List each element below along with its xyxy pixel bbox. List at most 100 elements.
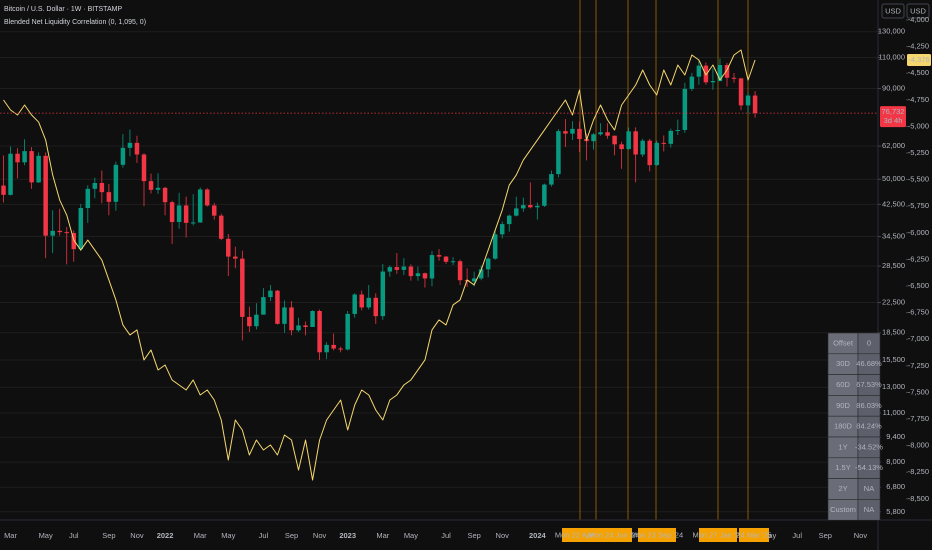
candle-body (148, 181, 154, 190)
candle-body (717, 65, 723, 81)
date-marker-label: Mon 27 Jan '25 (692, 530, 743, 539)
y2-tick-label: -5,500 (908, 175, 929, 184)
candle-body (626, 131, 631, 150)
chart-subtitle: Blended Net Liquidity Correlation (0, 1,… (4, 19, 146, 26)
table-text: 67.53% (856, 380, 882, 389)
candle-body (15, 153, 20, 163)
candle-body (155, 187, 161, 190)
y2-tick-label: -6,500 (908, 281, 929, 290)
x-tick-label: Nov (130, 531, 144, 540)
candle-body (605, 132, 610, 136)
table-text: -54.13% (855, 463, 883, 472)
candle-body (724, 65, 730, 78)
table-text: 46.68% (856, 359, 882, 368)
last-price-countdown: 3d 4h (884, 116, 903, 125)
candle-body (633, 131, 638, 155)
candle-body (612, 135, 617, 145)
table-text: Offset (833, 338, 854, 347)
y-unit: USD (885, 6, 901, 15)
candle-body (64, 232, 69, 234)
last-price-box (880, 106, 906, 128)
y-tick-label: 42,500 (882, 199, 905, 208)
candle-body (211, 205, 217, 216)
y2-tick-label: -7,000 (908, 334, 929, 343)
table-text: 1Y (838, 442, 847, 451)
candle-body (591, 134, 596, 142)
candle-body (408, 266, 414, 277)
table-text: 86.03% (856, 401, 882, 410)
y2-tick-label: -5,250 (908, 148, 929, 157)
y2-tick-label: -4,750 (908, 95, 929, 104)
candle-body (36, 155, 41, 183)
y2-unit: USD (910, 6, 926, 15)
table-text: 60D (836, 380, 850, 389)
y2-tick-label: -8,500 (908, 494, 929, 503)
candle-body (710, 80, 716, 83)
candle-body (254, 314, 259, 327)
candle-body (57, 230, 62, 233)
candle-body (682, 88, 688, 130)
candle-body (261, 297, 266, 315)
candle-body (92, 183, 98, 189)
candle-body (373, 297, 379, 317)
date-marker-box (638, 528, 676, 542)
candle-body (471, 278, 477, 282)
y-tick-label: 34,500 (882, 232, 905, 241)
candle-body (183, 205, 189, 223)
x-tick-label: Nov (496, 531, 510, 540)
candle-body (654, 142, 659, 166)
table-text: NA (864, 505, 874, 514)
candle-body (113, 164, 119, 202)
x-tick-label: Jul (441, 531, 451, 540)
y-tick-label: 11,000 (883, 408, 905, 417)
candle-body (577, 128, 582, 140)
candle-body (78, 208, 84, 250)
candle-body (661, 142, 667, 144)
candle-body (169, 202, 175, 223)
candle-body (50, 230, 55, 236)
candle-body (204, 189, 210, 206)
candle-body (29, 151, 34, 183)
x-tick-label: 2022 (157, 531, 174, 540)
x-tick-label: Sep (467, 531, 480, 540)
y2-tick-label: -8,250 (908, 467, 929, 476)
y2-tick-label: -5,750 (908, 201, 929, 210)
y2-tick-label: -4,000 (908, 15, 929, 24)
candle-body (752, 95, 758, 114)
candle-body (689, 76, 695, 89)
y-tick-label: 15,500 (882, 355, 905, 364)
candle-body (457, 261, 463, 281)
x-tick-label: Nov (313, 531, 327, 540)
unit-box[interactable] (881, 3, 905, 19)
x-tick-label: Mar (376, 531, 389, 540)
x-tick-label: May (404, 531, 418, 540)
unit-box[interactable] (906, 3, 930, 19)
table-text: 0 (867, 338, 871, 347)
candle-body (176, 205, 182, 223)
candle-body (296, 325, 301, 331)
y-tick-label: 130,000 (878, 27, 905, 36)
y-tick-label: 110,000 (878, 53, 905, 62)
table-cell (857, 499, 881, 521)
x-tick-label: Jul (259, 531, 269, 540)
date-marker-label: Mon 24 Jun '24 (588, 530, 639, 539)
candle-body (598, 132, 603, 135)
candle-body (640, 140, 645, 155)
date-marker-box (739, 528, 769, 542)
candle-body (450, 261, 456, 263)
y-tick-label: 22,500 (882, 298, 905, 307)
y-tick-label: 62,000 (882, 141, 905, 150)
candle-body (485, 258, 491, 270)
candle-body (668, 130, 674, 144)
x-tick-label: May (221, 531, 235, 540)
table-text: Custom (830, 505, 856, 514)
date-marker-label: Mon 22 Apr '24 (555, 530, 605, 539)
candle-body (443, 256, 449, 262)
table-text: 2Y (838, 484, 847, 493)
candle-body (8, 153, 13, 195)
candle-body (22, 151, 27, 163)
candle-body (415, 273, 421, 277)
table-text: 90D (836, 401, 850, 410)
date-marker-box (596, 528, 632, 542)
